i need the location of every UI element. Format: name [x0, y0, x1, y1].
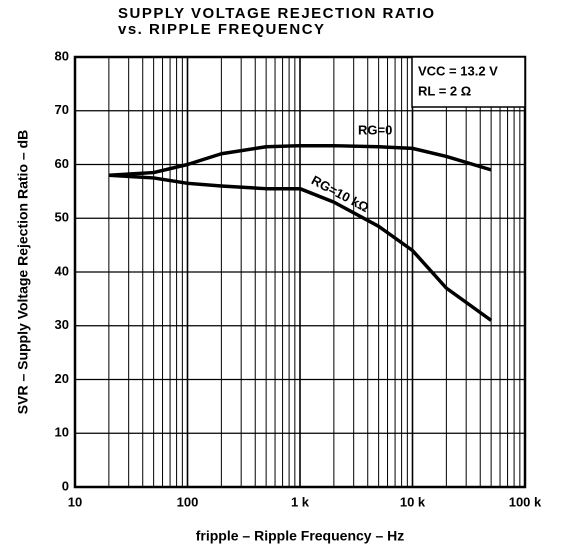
x-tick-label: 100 k: [509, 494, 542, 509]
y-tick-label: 80: [55, 48, 69, 63]
x-tick-label: 10: [68, 494, 82, 509]
annotation-box: [411, 56, 526, 108]
annotation: VCC = 13.2 V: [418, 63, 498, 78]
x-tick-label: 100: [177, 494, 199, 509]
y-tick-label: 50: [55, 210, 69, 225]
annotation: RL = 2 Ω: [418, 83, 471, 98]
x-axis-label: fripple – Ripple Frequency – Hz: [196, 528, 405, 544]
chart-title: SUPPLY VOLTAGE REJECTION RATIO vs. RIPPL…: [118, 5, 436, 38]
series-label: RG=10 kΩ: [309, 172, 372, 215]
y-axis-label: SVR – Supply Voltage Rejection Ratio – d…: [15, 130, 31, 414]
data-line: [108, 143, 492, 177]
y-tick-label: 30: [55, 317, 69, 332]
x-tick-label: 10 k: [400, 494, 426, 509]
y-tick-label: 40: [55, 263, 69, 278]
data-line: [108, 173, 493, 322]
y-tick-label: 60: [55, 156, 69, 171]
y-tick-label: 10: [55, 425, 69, 440]
x-tick-label: 1 k: [291, 494, 310, 509]
y-tick-label: 70: [55, 102, 69, 117]
plot-border: [73, 55, 527, 489]
series-label: RG=0: [358, 122, 392, 137]
y-tick-label: 20: [55, 371, 69, 386]
y-tick-label: 0: [62, 478, 69, 493]
